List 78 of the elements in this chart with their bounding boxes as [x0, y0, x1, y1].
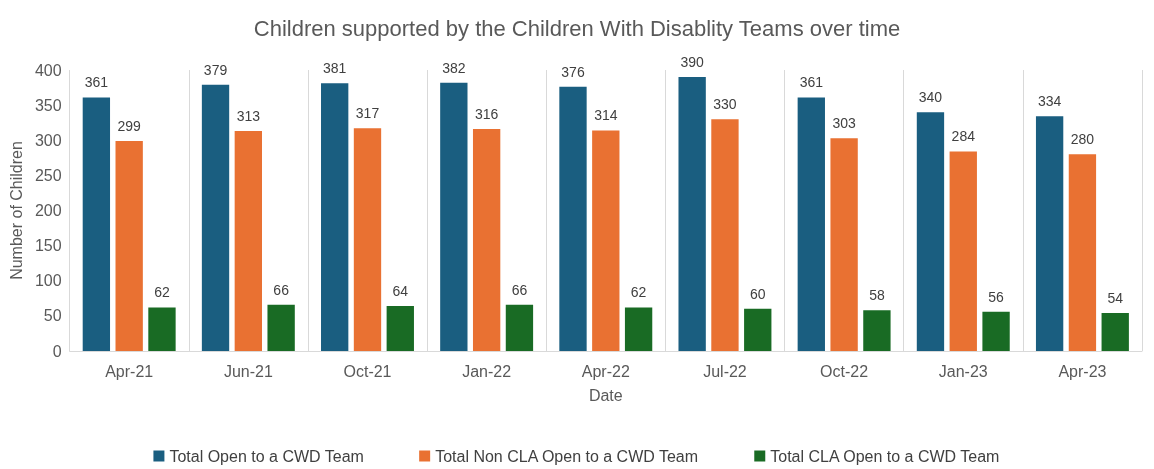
data-label: 314 [594, 107, 618, 124]
data-label: 316 [474, 106, 499, 123]
x-tick-label: Apr-23 [1058, 362, 1107, 380]
data-label: 284 [951, 128, 976, 145]
bar [148, 307, 176, 351]
data-label: 381 [323, 60, 347, 77]
data-label: 317 [355, 105, 380, 122]
data-label: 313 [236, 108, 261, 125]
data-label: 56 [988, 288, 1005, 305]
data-label: 361 [799, 74, 824, 91]
bar [916, 112, 945, 351]
bar [830, 138, 858, 351]
bar [624, 307, 653, 351]
x-tick-label: Jan-23 [938, 362, 988, 380]
x-tick-label: Apr-21 [105, 362, 154, 380]
legend-label: Total Open to a CWD Team [169, 447, 364, 465]
bar [201, 84, 230, 351]
x-tick-label: Jul-22 [703, 362, 747, 380]
data-label: 379 [203, 61, 228, 78]
bar [592, 130, 620, 351]
data-label: 66 [511, 281, 528, 298]
data-label: 66 [273, 281, 290, 298]
bar [1068, 154, 1097, 351]
y-tick-label: 150 [34, 237, 62, 255]
y-tick-label: 0 [52, 342, 62, 360]
x-axis-title: Date [588, 386, 623, 404]
bar [678, 77, 706, 351]
y-tick-label: 250 [34, 166, 62, 184]
y-tick-label: 350 [34, 96, 62, 114]
y-tick-label: 200 [34, 202, 62, 219]
data-label: 64 [392, 283, 409, 300]
x-tick-label: Jan-22 [462, 362, 512, 380]
y-axis-title: Number of Children [7, 141, 25, 280]
data-label: 58 [869, 287, 885, 304]
bar [982, 311, 1010, 351]
bar [115, 140, 143, 351]
bar [711, 119, 739, 351]
data-label: 340 [918, 89, 943, 106]
bar [353, 128, 382, 351]
bar [559, 86, 587, 351]
bar [744, 308, 772, 351]
bar [863, 310, 891, 351]
data-label: 60 [749, 285, 766, 302]
y-tick-label: 50 [43, 307, 62, 325]
bar [267, 304, 295, 351]
bar [1101, 313, 1129, 351]
data-label: 390 [680, 54, 705, 71]
data-label: 330 [713, 96, 737, 113]
data-label: 361 [84, 74, 109, 91]
bar [234, 131, 262, 351]
data-label: 303 [832, 115, 856, 132]
data-label: 382 [442, 59, 466, 76]
bar [505, 304, 534, 351]
legend-label: Total Non CLA Open to a CWD Team [435, 447, 699, 465]
bar [797, 97, 825, 351]
data-label: 299 [117, 117, 142, 134]
data-label: 54 [1107, 290, 1124, 307]
x-tick-label: Apr-22 [581, 362, 630, 380]
data-label: 376 [561, 63, 585, 80]
y-tick-label: 400 [34, 61, 62, 79]
y-tick-label: 300 [34, 131, 62, 149]
bar [1035, 116, 1064, 351]
y-tick-label: 100 [34, 272, 62, 290]
bar [440, 82, 468, 351]
bar [82, 97, 111, 351]
bar [321, 83, 349, 351]
bar [949, 151, 977, 351]
data-label: 62 [630, 284, 647, 301]
x-tick-label: Oct-22 [820, 362, 869, 380]
data-label: 280 [1070, 131, 1095, 148]
legend-label: Total CLA Open to a CWD Team [770, 447, 1000, 465]
x-tick-label: Oct-21 [343, 362, 392, 380]
data-label: 334 [1037, 93, 1062, 110]
chart-title: Children supported by the Children With Disablity Teams over time [253, 15, 901, 41]
bar [472, 129, 501, 351]
x-tick-label: Jun-21 [223, 362, 273, 380]
bar [386, 306, 414, 351]
data-label: 62 [154, 284, 170, 301]
